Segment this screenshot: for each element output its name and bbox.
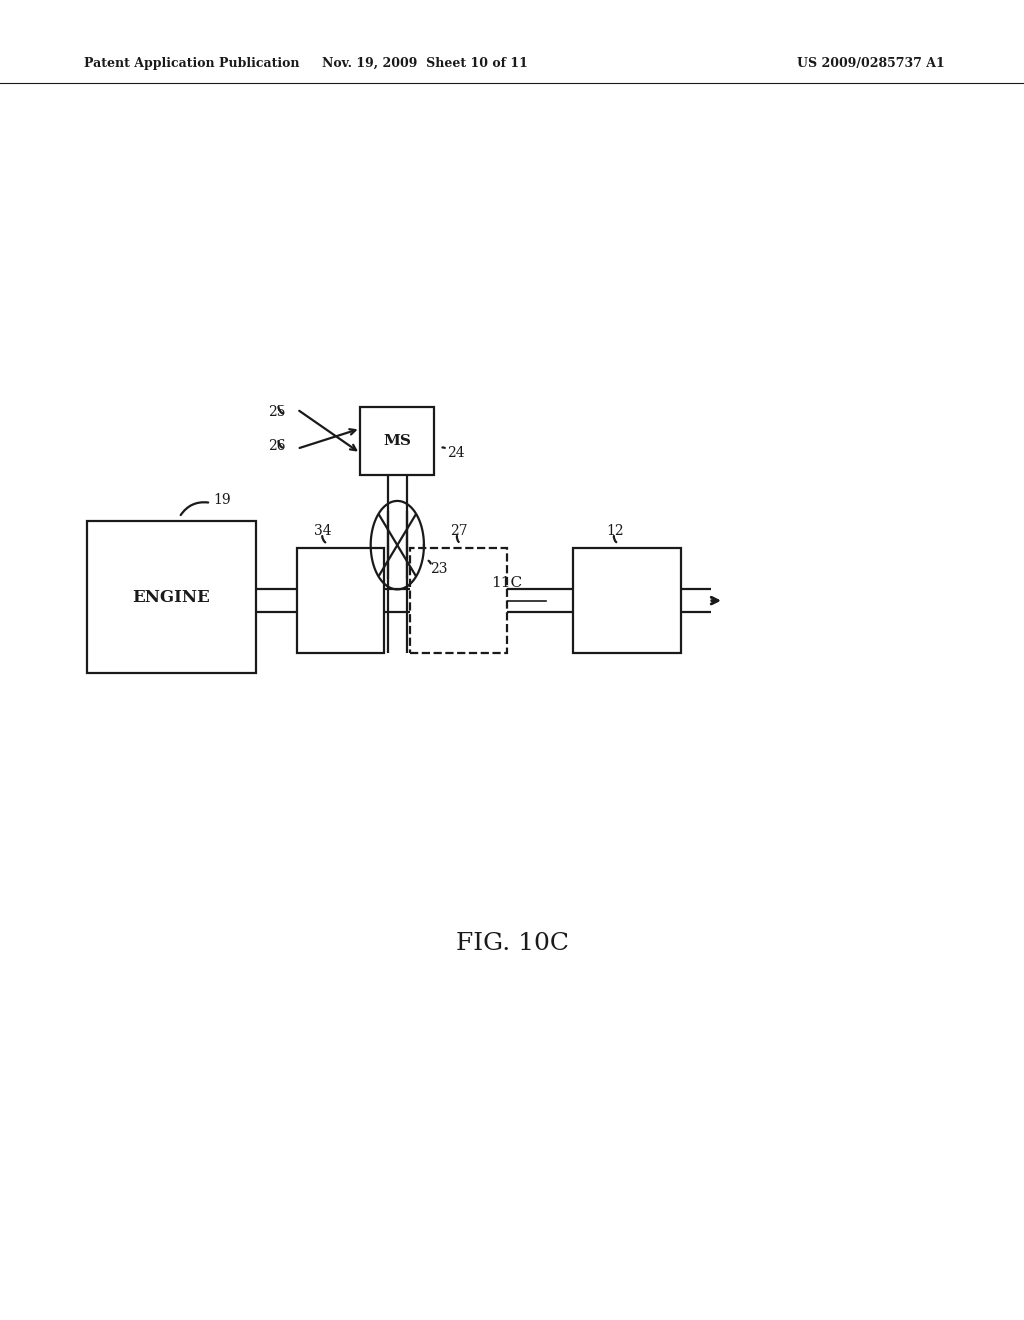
Text: 27: 27: [451, 524, 468, 537]
Bar: [297, 548, 384, 653]
Text: MS: MS: [383, 434, 412, 447]
Text: 12: 12: [606, 524, 624, 537]
Text: 34: 34: [314, 524, 332, 537]
Text: 19: 19: [213, 494, 230, 507]
Text: ENGINE: ENGINE: [133, 589, 210, 606]
Text: Nov. 19, 2009  Sheet 10 of 11: Nov. 19, 2009 Sheet 10 of 11: [322, 57, 528, 70]
Text: Patent Application Publication: Patent Application Publication: [84, 57, 299, 70]
Bar: [410, 548, 507, 653]
Text: FIG. 10C: FIG. 10C: [456, 932, 568, 956]
Text: 24: 24: [447, 446, 465, 459]
Text: 23: 23: [430, 562, 447, 576]
Text: US 2009/0285737 A1: US 2009/0285737 A1: [797, 57, 944, 70]
Bar: [573, 548, 681, 653]
Text: 26: 26: [268, 440, 286, 453]
Bar: [87, 521, 256, 673]
Bar: [360, 407, 434, 475]
Text: 25: 25: [268, 405, 286, 418]
Text: 11C: 11C: [492, 577, 522, 590]
